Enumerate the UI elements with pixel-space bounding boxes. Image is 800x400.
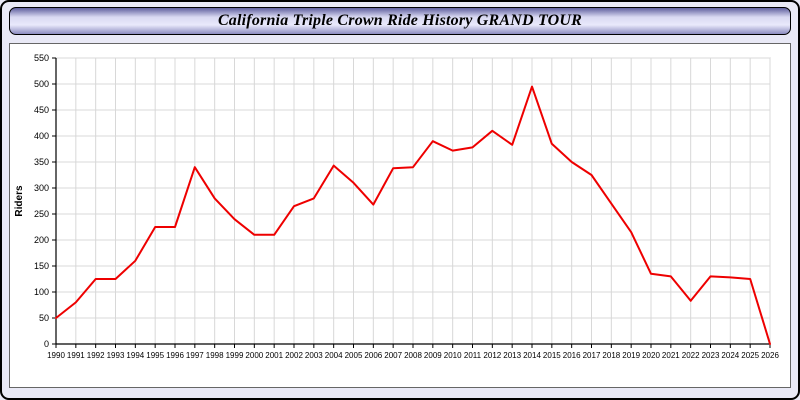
x-tick-label: 2002 [285, 351, 303, 360]
x-tick-label: 1997 [186, 351, 204, 360]
x-tick-label: 2001 [265, 351, 283, 360]
x-tick-label: 2017 [583, 351, 601, 360]
x-tick-label: 2013 [503, 351, 521, 360]
x-tick-label: 2021 [662, 351, 680, 360]
y-tick-label: 200 [34, 235, 49, 245]
y-tick-label: 250 [34, 209, 49, 219]
x-tick-label: 1996 [166, 351, 184, 360]
x-tick-label: 2010 [444, 351, 462, 360]
x-tick-label: 2007 [384, 351, 402, 360]
x-tick-label: 2012 [483, 351, 501, 360]
y-tick-label: 350 [34, 157, 49, 167]
x-tick-label: 2025 [741, 351, 759, 360]
x-tick-label: 2008 [404, 351, 422, 360]
x-tick-label: 2014 [523, 351, 541, 360]
x-tick-label: 2019 [622, 351, 640, 360]
x-tick-label: 2011 [464, 351, 482, 360]
x-tick-label: 2000 [245, 351, 263, 360]
x-tick-label: 2018 [602, 351, 620, 360]
x-tick-label: 2009 [424, 351, 442, 360]
x-tick-label: 1998 [206, 351, 224, 360]
y-tick-label: 550 [34, 53, 49, 63]
x-tick-label: 2022 [682, 351, 700, 360]
page-title: California Triple Crown Ride History GRA… [217, 12, 583, 29]
x-tick-label: 1990 [47, 351, 65, 360]
x-tick-label: 2024 [721, 351, 739, 360]
x-tick-label: 2006 [364, 351, 382, 360]
x-tick-label: 2004 [325, 351, 343, 360]
x-tick-label: 1994 [126, 351, 144, 360]
y-tick-label: 500 [34, 79, 49, 89]
x-tick-label: 2023 [702, 351, 720, 360]
x-tick-label: 2026 [761, 351, 779, 360]
x-tick-label: 2020 [642, 351, 660, 360]
y-tick-label: 300 [34, 183, 49, 193]
y-tick-label: 0 [44, 339, 49, 349]
y-axis-title: Riders [14, 185, 25, 217]
chart-panel: 0 50 100 150 200 250 300 350 400 450 500 550 1990 199… [9, 43, 791, 388]
x-tick-label: 1993 [107, 351, 125, 360]
y-tick-label: 100 [34, 287, 49, 297]
y-tick-label: 400 [34, 131, 49, 141]
y-tick-label: 150 [34, 261, 49, 271]
y-tick-label: 450 [34, 105, 49, 115]
y-tick-label: 50 [39, 313, 49, 323]
x-tick-label: 2003 [305, 351, 323, 360]
riders-series-line [55, 85, 771, 345]
x-tick-label: 1995 [146, 351, 164, 360]
x-tick-label: 1992 [87, 351, 105, 360]
x-tick-label: 2016 [563, 351, 581, 360]
x-tick-label: 2015 [543, 351, 561, 360]
x-tick-label: 1991 [67, 351, 85, 360]
chart-title-bar: California Triple Crown Ride History GRA… [9, 7, 791, 35]
x-tick-label: 2005 [345, 351, 363, 360]
x-tick-label: 1999 [226, 351, 244, 360]
